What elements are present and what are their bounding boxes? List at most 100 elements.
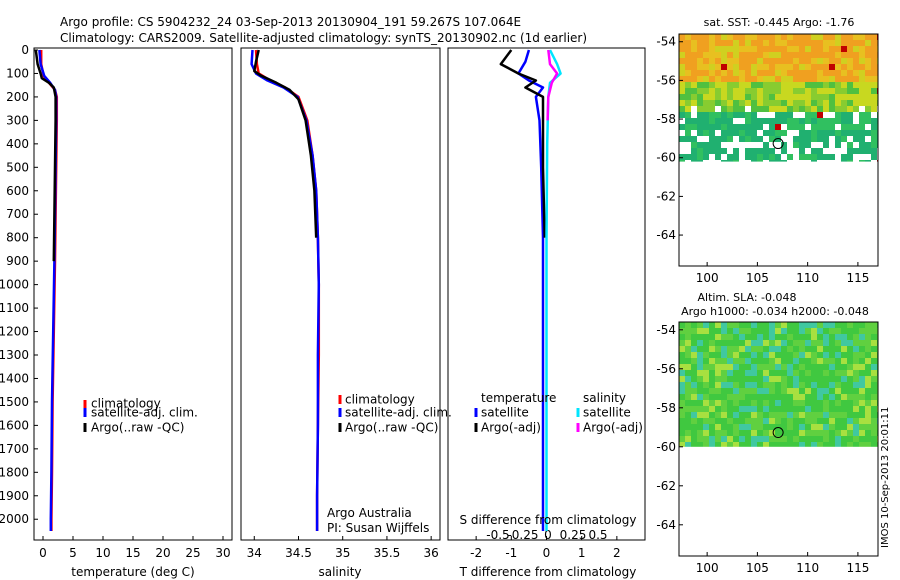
- map-cell: [679, 430, 685, 436]
- map-cell: [781, 88, 787, 94]
- map-cell: [691, 388, 697, 394]
- map-cell: [859, 142, 865, 148]
- map-cell: [817, 34, 823, 40]
- map-cell: [709, 334, 715, 340]
- map-cell: [805, 154, 811, 160]
- map-cell: [691, 118, 697, 124]
- map-cell: [715, 88, 721, 94]
- map-cell: [775, 376, 781, 382]
- map-cell: [685, 340, 691, 346]
- map-cell: [727, 406, 733, 412]
- map-cell: [751, 154, 757, 160]
- legend-label-temp-argo: Argo(-adj): [481, 421, 541, 435]
- map-cell: [781, 76, 787, 82]
- map-cell: [793, 340, 799, 346]
- map-cell: [691, 430, 697, 436]
- map-cell: [679, 88, 685, 94]
- map-cell: [871, 358, 877, 364]
- map-cell: [793, 430, 799, 436]
- map-cell: [871, 70, 877, 76]
- map-cell: [829, 58, 835, 64]
- map-cell: [727, 52, 733, 58]
- map-cell: [763, 400, 769, 406]
- map-cell: [841, 58, 847, 64]
- map-cell: [703, 430, 709, 436]
- map-cell: [811, 418, 817, 424]
- map-cell: [775, 40, 781, 46]
- map-cell: [787, 124, 793, 130]
- map-cell: [709, 130, 715, 136]
- map-cell: [775, 442, 781, 447]
- map-cell: [847, 142, 853, 148]
- y-tick-label: -58: [656, 112, 676, 126]
- map-cell: [829, 340, 835, 346]
- map-cell: [871, 370, 877, 376]
- map-cell: [709, 382, 715, 388]
- map-cell: [775, 424, 781, 430]
- map-cell: [685, 442, 691, 447]
- map-cell: [781, 436, 787, 442]
- map-cell: [679, 136, 685, 142]
- map-cell: [763, 148, 769, 154]
- map-cell: [751, 112, 757, 118]
- map-cell: [865, 82, 871, 88]
- map-cell: [769, 136, 775, 142]
- map-cell: [745, 118, 751, 124]
- map-cell: [715, 328, 721, 334]
- map-cell: [697, 418, 703, 424]
- map-cell: [847, 364, 853, 370]
- map-cell: [721, 328, 727, 334]
- institution-label: Argo Australia: [327, 506, 412, 520]
- map-cell: [745, 442, 751, 447]
- map-cell: [769, 88, 775, 94]
- map-cell: [709, 106, 715, 112]
- map-cell: [757, 322, 763, 328]
- map-cell: [865, 430, 871, 436]
- map-cell: [715, 388, 721, 394]
- map-cell: [721, 58, 727, 64]
- map-cell: [793, 406, 799, 412]
- map-cell: [841, 154, 847, 160]
- map-cell: [823, 430, 829, 436]
- map-cell: [781, 106, 787, 112]
- map-cell: [763, 106, 769, 112]
- map-cell: [715, 418, 721, 424]
- map-cell: [745, 364, 751, 370]
- map-cell: [751, 382, 757, 388]
- map-cell: [799, 88, 805, 94]
- map-cell: [847, 382, 853, 388]
- map-cell: [829, 382, 835, 388]
- y-tick-label: -62: [656, 479, 676, 493]
- map-cell: [859, 82, 865, 88]
- map-cell: [703, 88, 709, 94]
- map-cell: [871, 124, 877, 130]
- map-cell: [751, 406, 757, 412]
- map-cell: [769, 76, 775, 82]
- map-cell: [835, 322, 841, 328]
- map-cell: [847, 358, 853, 364]
- map-cell: [691, 400, 697, 406]
- map-cell: [853, 424, 859, 430]
- map-cell: [763, 46, 769, 52]
- map-cell: [841, 352, 847, 358]
- map-cell: [751, 148, 757, 154]
- legend-label-argo: Argo(..raw -QC): [91, 421, 184, 435]
- map-cell: [811, 358, 817, 364]
- map-cell: [745, 88, 751, 94]
- map-cell: [865, 46, 871, 52]
- map-cell: [709, 34, 715, 40]
- x-tick-label: 10: [95, 546, 110, 560]
- map-cell: [865, 40, 871, 46]
- map-cell: [817, 352, 823, 358]
- map-cell: [703, 370, 709, 376]
- map-cell: [793, 82, 799, 88]
- map-cell: [721, 412, 727, 418]
- map-cell: [859, 340, 865, 346]
- map-cell: [835, 328, 841, 334]
- map-cell: [793, 124, 799, 130]
- map-cell: [763, 334, 769, 340]
- map-cell: [811, 46, 817, 52]
- salinity-frame: [240, 47, 441, 541]
- map-cell: [727, 34, 733, 40]
- map-cell: [709, 394, 715, 400]
